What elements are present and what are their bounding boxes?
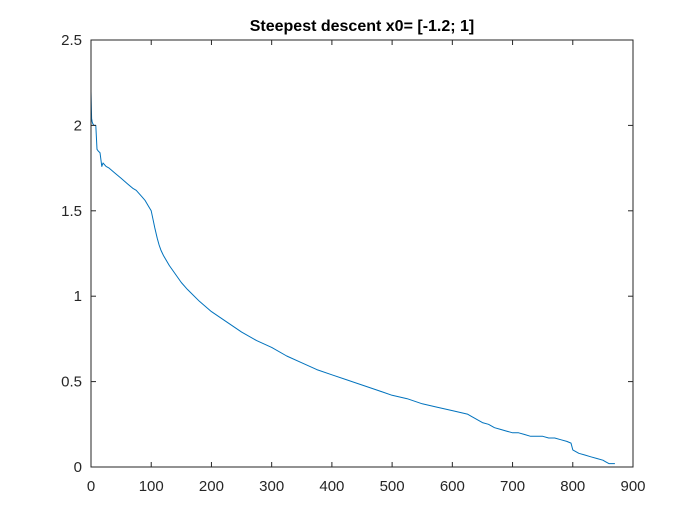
y-tick-label: 0	[74, 459, 82, 476]
axes-box	[90, 39, 634, 468]
y-tick-label: 1	[74, 288, 82, 305]
x-tick-label: 900	[620, 478, 645, 495]
ticks-layer: 0 100 200 300 400 500 600 700 800 900 0 0.5 1 1.5 2 2.5	[61, 32, 645, 495]
y-tick-label: 2	[74, 117, 82, 134]
y-tick-label: 0.5	[61, 374, 82, 391]
y-tick-label: 1.5	[61, 203, 82, 220]
x-tick-label: 100	[139, 478, 164, 495]
series-layer	[90, 91, 615, 465]
y-tick-label: 2.5	[61, 32, 82, 49]
chart-title: Steepest descent x0= [-1.2; 1]	[250, 18, 475, 35]
x-tick-label: 200	[199, 478, 224, 495]
x-tick-label: 600	[440, 478, 465, 495]
x-tick-label: 300	[259, 478, 284, 495]
x-tick-label: 400	[319, 478, 344, 495]
x-tick-label: 0	[87, 478, 95, 495]
x-tick-label: 500	[380, 478, 405, 495]
x-tick-label: 800	[560, 478, 585, 495]
x-tick-label: 700	[500, 478, 525, 495]
series-line	[90, 91, 615, 465]
